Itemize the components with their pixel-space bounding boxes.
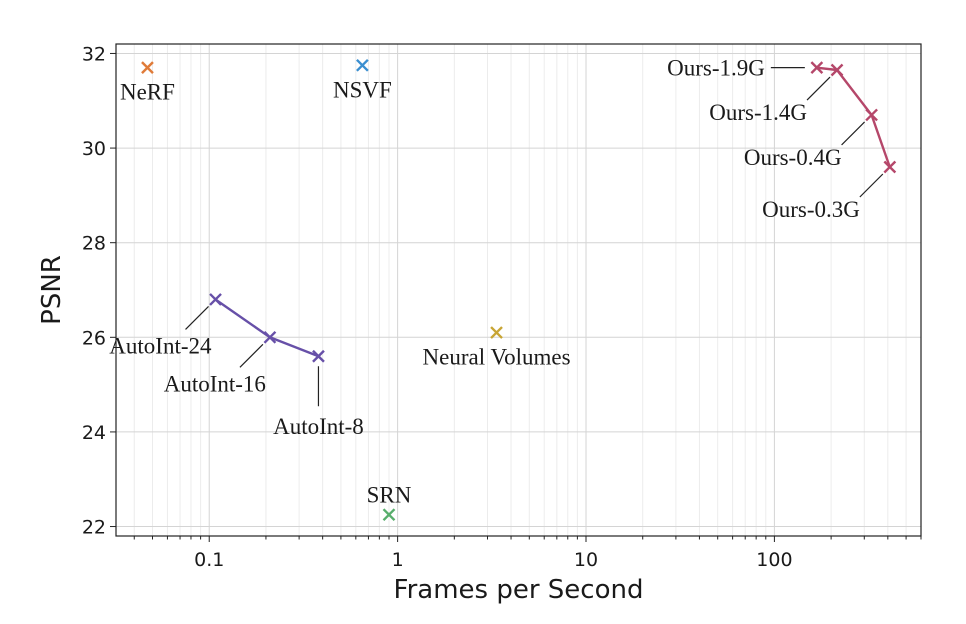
data-point-autoint-8 <box>312 349 325 363</box>
x-marker-stroke <box>810 61 824 75</box>
y-tick-label: 24 <box>82 422 106 444</box>
point-label-autoint-8: AutoInt-8 <box>273 414 364 439</box>
series-line <box>214 298 319 358</box>
data-point-ours-0-3g <box>883 160 897 174</box>
point-label-ours-1-4g: Ours-1.4G <box>709 100 807 125</box>
data-point-ours-1-4g <box>830 63 844 77</box>
point-labels: NeRF NSVF Neural Volumes SRN AutoInt-24 AutoI… <box>109 56 884 508</box>
series-group <box>141 61 154 75</box>
series-group <box>209 293 325 363</box>
point-label-autoint-16: AutoInt-16 <box>164 371 266 396</box>
label-leader-line <box>859 173 884 198</box>
x-tick-label: 0.1 <box>194 549 224 571</box>
data-point-autoint-16 <box>263 330 277 344</box>
data-point-autoint-24 <box>209 293 222 306</box>
x-tick-label: 100 <box>756 549 792 571</box>
x-marker-stroke <box>883 160 897 174</box>
series-group <box>810 61 897 174</box>
label-leader-line <box>841 121 866 146</box>
x-marker-stroke <box>312 349 325 363</box>
series-group <box>490 326 503 339</box>
x-axis-title: Frames per Second <box>394 575 644 605</box>
x-tick-label: 10 <box>574 549 598 571</box>
label-leader-line <box>185 306 209 330</box>
x-tick-label: 1 <box>392 549 404 571</box>
series-line <box>816 66 891 168</box>
data-point-neural-volumes <box>490 326 503 339</box>
data-point-ours-1-9g <box>810 61 824 75</box>
y-tick-label: 32 <box>82 43 106 65</box>
x-marker-stroke <box>830 63 844 77</box>
point-label-ours-0-3g: Ours-0.3G <box>762 197 860 222</box>
y-axis-title: PSNR <box>37 255 67 325</box>
series-group <box>382 508 396 522</box>
point-label-nsvf: NSVF <box>333 77 392 102</box>
label-leader-line <box>239 343 264 368</box>
data-point-nsvf <box>356 58 369 72</box>
y-tick-label: 28 <box>82 233 106 255</box>
point-label-nerf: NeRF <box>120 80 175 105</box>
label-leader-line <box>806 76 831 101</box>
y-tick-label: 22 <box>82 517 106 539</box>
point-label-ours-1-9g: Ours-1.9G <box>667 56 765 81</box>
x-marker-stroke <box>382 508 396 522</box>
point-label-srn: SRN <box>367 483 412 508</box>
x-marker-stroke <box>209 293 222 306</box>
point-label-autoint-24: AutoInt-24 <box>109 333 212 358</box>
x-marker-stroke <box>356 58 369 72</box>
point-label-ours-0-4g: Ours-0.4G <box>744 145 842 170</box>
series-layer <box>141 58 897 522</box>
axes: 22 24 26 28 30 32 0.1 1 10 100 <box>82 43 922 571</box>
plot-frame <box>115 43 922 537</box>
data-point-srn <box>382 508 396 522</box>
x-marker-stroke <box>141 61 154 75</box>
data-point-ours-0-4g <box>865 108 878 122</box>
y-tick-label: 30 <box>82 138 106 160</box>
y-tick-label: 26 <box>82 327 106 349</box>
x-marker-stroke <box>865 108 878 122</box>
series-group <box>356 58 369 72</box>
point-label-neural-volumes: Neural Volumes <box>423 345 571 370</box>
x-marker-stroke <box>263 330 277 344</box>
data-point-nerf <box>141 61 154 75</box>
x-marker-stroke <box>490 326 503 339</box>
